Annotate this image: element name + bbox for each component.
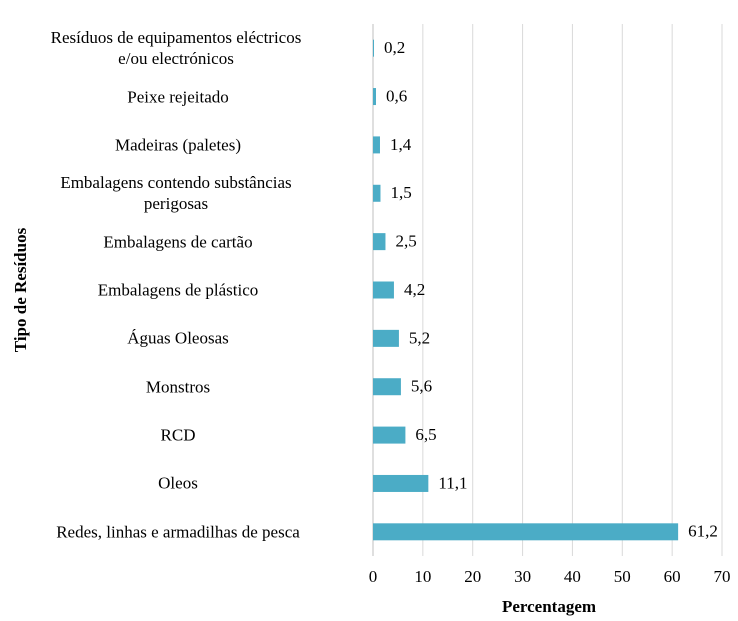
y-tick-label: Madeiras (paletes) <box>114 135 242 155</box>
value-label: 1,4 <box>390 135 412 154</box>
y-tick-label: Águas Oleosas <box>127 328 229 348</box>
y-tick-label: Embalagens contendo substâncias perigosa… <box>60 173 292 214</box>
value-label: 2,5 <box>395 232 416 251</box>
x-tick-label: 70 <box>714 567 731 586</box>
y-tick-label: Oleos <box>158 473 198 493</box>
y-tick-label: Embalagens de plástico <box>97 280 259 300</box>
x-tick-label: 20 <box>464 567 481 586</box>
x-tick-label: 50 <box>614 567 631 586</box>
bar <box>373 184 381 202</box>
y-tick-label: Resíduos de equipamentos eléctricos e/ou… <box>50 28 302 69</box>
bar <box>373 39 374 57</box>
value-label: 11,1 <box>438 473 467 492</box>
value-label: 1,5 <box>390 183 411 202</box>
y-tick-label: Redes, linhas e armadilhas de pesca <box>56 522 300 542</box>
x-tick-label: 30 <box>514 567 531 586</box>
bar <box>373 281 394 299</box>
value-label: 5,2 <box>409 328 430 347</box>
value-label: 0,2 <box>384 38 405 57</box>
x-tick-label: 40 <box>564 567 581 586</box>
value-label: 61,2 <box>688 522 718 541</box>
x-tick-label: 60 <box>664 567 681 586</box>
bar <box>373 136 380 154</box>
bar <box>373 474 429 492</box>
y-tick-label: Peixe rejeitado <box>127 87 229 107</box>
x-tick-label: 0 <box>369 567 378 586</box>
value-label: 0,6 <box>386 86 407 105</box>
value-label: 5,6 <box>411 377 432 396</box>
value-label: 6,5 <box>415 425 436 444</box>
x-axis-label: Percentagem <box>502 597 596 616</box>
bar <box>373 426 406 444</box>
y-tick-label: Embalagens de cartão <box>103 232 253 252</box>
y-tick-label: Monstros <box>145 377 211 397</box>
y-tick-label: RCD <box>160 425 196 445</box>
value-label: 4,2 <box>404 280 425 299</box>
bar <box>373 88 376 106</box>
bar <box>373 378 401 396</box>
bar <box>373 523 679 541</box>
bar <box>373 329 399 347</box>
bar <box>373 233 386 251</box>
x-tick-label: 10 <box>414 567 431 586</box>
y-axis-label: Tipo de Resíduos <box>11 227 30 352</box>
